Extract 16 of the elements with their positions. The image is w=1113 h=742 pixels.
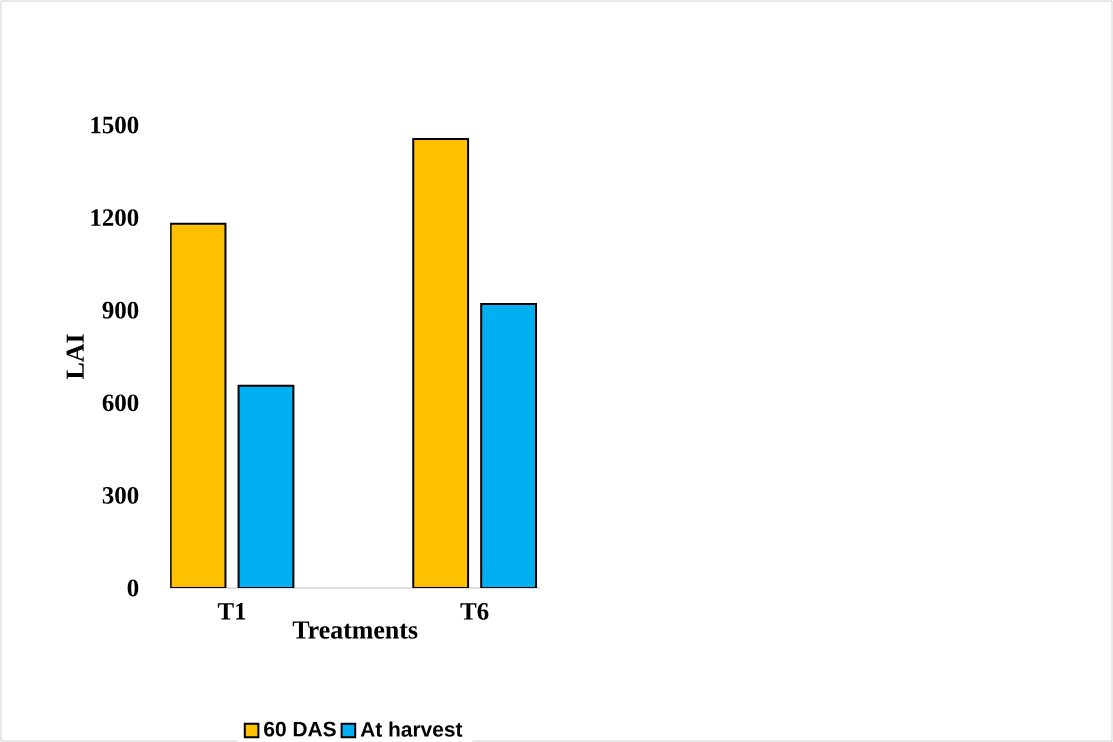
x-tick-label: T1 <box>217 603 246 620</box>
legend-label: 60 DAS <box>264 721 336 737</box>
y-tick-label: 900 <box>102 301 139 319</box>
y-tick-label: 1500 <box>91 116 139 134</box>
legend-label: At harvest <box>360 721 463 737</box>
y-tick-label: 300 <box>102 487 139 504</box>
bar <box>237 384 295 588</box>
y-tick-label: 1200 <box>91 209 139 227</box>
bar <box>170 222 227 588</box>
y-tick-label: 600 <box>102 394 139 412</box>
y-tick-label: 0 <box>127 579 139 597</box>
x-tick-label: T6 <box>460 603 489 620</box>
bar <box>480 303 538 588</box>
y-axis-title: LAI <box>66 334 84 380</box>
x-axis-title: Treatments <box>292 621 418 639</box>
bar <box>412 137 470 588</box>
